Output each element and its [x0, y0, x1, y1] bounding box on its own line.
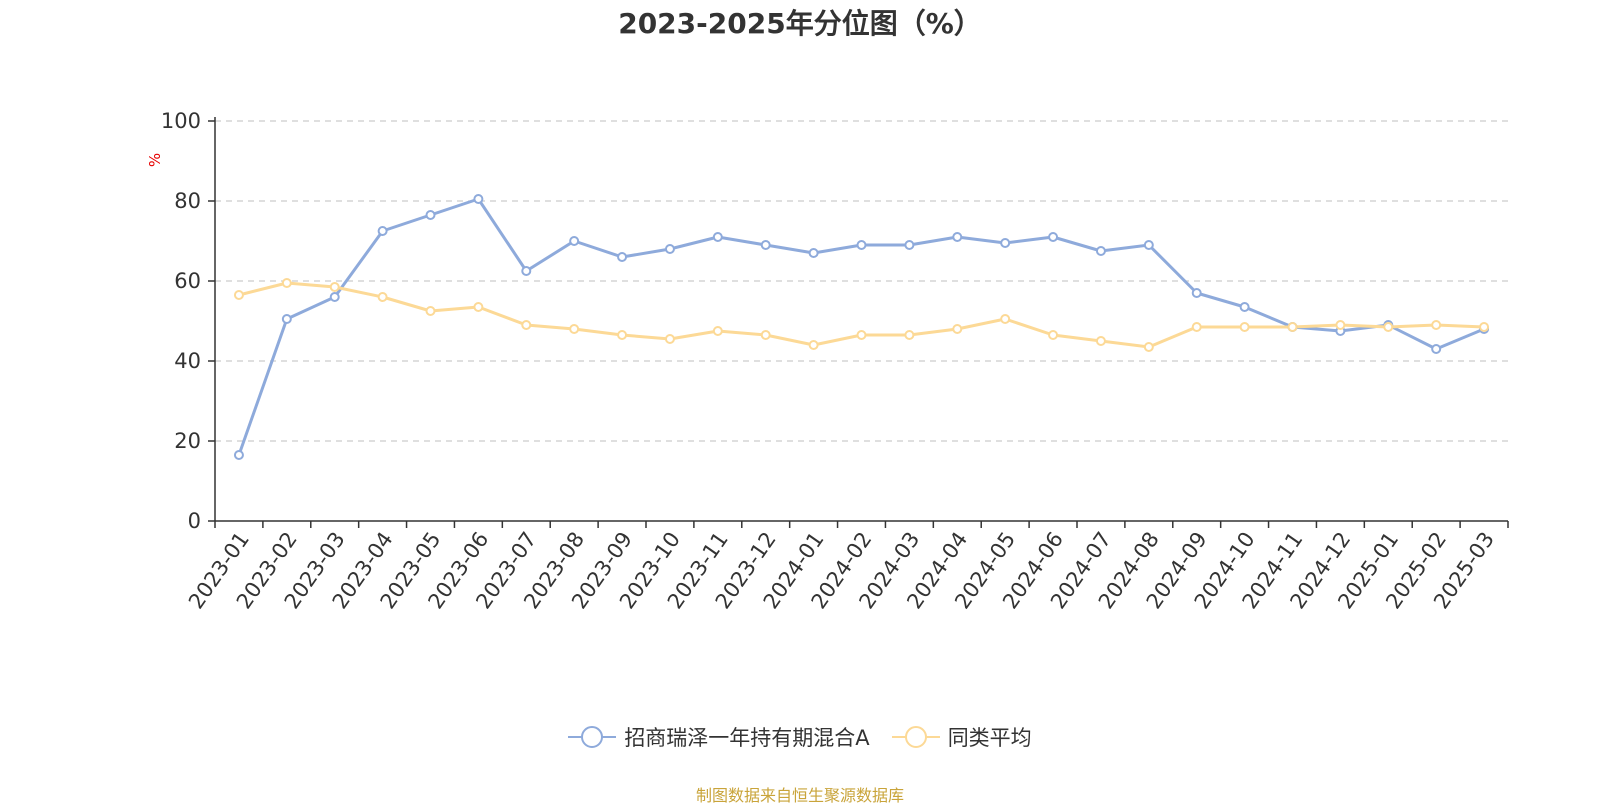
chart-title: 2023-2025年分位图（%）: [618, 7, 982, 40]
legend: 招商瑞泽一年持有期混合A 同类平均: [0, 722, 1600, 752]
y-tick-label: 0: [188, 509, 201, 533]
series-2-point[interactable]: [377, 292, 388, 302]
series-1-point[interactable]: [856, 240, 867, 250]
series-2-point[interactable]: [1383, 322, 1394, 332]
series-1-point[interactable]: [473, 194, 484, 204]
series-2-point[interactable]: [1143, 342, 1154, 352]
series-2-point[interactable]: [664, 334, 675, 344]
series-2-point[interactable]: [473, 302, 484, 312]
series-2-point[interactable]: [617, 330, 628, 340]
legend-label-series-2: 同类平均: [947, 726, 1032, 750]
series-2-point[interactable]: [1287, 322, 1298, 332]
series-2-point[interactable]: [569, 324, 580, 334]
y-tick-label: 80: [174, 189, 201, 213]
series-1-point[interactable]: [1143, 240, 1154, 250]
series-2-point[interactable]: [281, 278, 292, 288]
series-1-point[interactable]: [1000, 238, 1011, 248]
series-2-point[interactable]: [1095, 336, 1106, 346]
series-2-point[interactable]: [1239, 322, 1250, 332]
y-tick-label: 60: [174, 269, 201, 293]
series-1-point[interactable]: [521, 266, 532, 276]
series-2-point[interactable]: [521, 320, 532, 330]
series-1-point[interactable]: [1095, 246, 1106, 256]
series-1-point[interactable]: [952, 232, 963, 242]
series-2-point[interactable]: [808, 340, 819, 350]
series-2-point[interactable]: [856, 330, 867, 340]
series-1-point[interactable]: [617, 252, 628, 262]
series-1-point[interactable]: [281, 314, 292, 324]
series-1-point[interactable]: [712, 232, 723, 242]
series-2-point[interactable]: [1048, 330, 1059, 340]
series-1-point[interactable]: [904, 240, 915, 250]
series-2-point[interactable]: [1479, 322, 1490, 332]
source-note: 制图数据来自恒生聚源数据库: [695, 786, 904, 805]
series-1-point[interactable]: [760, 240, 771, 250]
series-1-point[interactable]: [329, 292, 340, 302]
series-2-point[interactable]: [329, 282, 340, 292]
legend-label-series-1: 招商瑞泽一年持有期混合A: [624, 726, 870, 750]
y-axis-label: %: [146, 153, 164, 167]
legend-marker-series-1: [568, 726, 617, 748]
series-1-point[interactable]: [1431, 344, 1442, 354]
series-2-point[interactable]: [1191, 322, 1202, 332]
series-2-point[interactable]: [233, 290, 244, 300]
series-2-point[interactable]: [1000, 314, 1011, 324]
legend-item-series-2[interactable]: 同类平均: [891, 722, 1032, 752]
series-1-point[interactable]: [1191, 288, 1202, 298]
series-2-point[interactable]: [904, 330, 915, 340]
series-1-point[interactable]: [1239, 302, 1250, 312]
series-1-point[interactable]: [233, 450, 244, 460]
series-2-point[interactable]: [1431, 320, 1442, 330]
series-1-point[interactable]: [664, 244, 675, 254]
series-2-point[interactable]: [760, 330, 771, 340]
series-1-point[interactable]: [808, 248, 819, 258]
series-1-point[interactable]: [377, 226, 388, 236]
series-2-point[interactable]: [952, 324, 963, 334]
series-1-point[interactable]: [1048, 232, 1059, 242]
y-tick-label: 20: [174, 429, 201, 453]
series-1-point[interactable]: [569, 236, 580, 246]
y-tick-label: 100: [161, 109, 201, 133]
series-2-point[interactable]: [425, 306, 436, 316]
series-2-point[interactable]: [712, 326, 723, 336]
series-1-point[interactable]: [425, 210, 436, 220]
grid-lines: [215, 120, 1508, 442]
series-lines: [233, 194, 1490, 460]
legend-item-series-1[interactable]: 招商瑞泽一年持有期混合A: [568, 722, 870, 752]
y-tick-label: 40: [174, 349, 201, 373]
legend-marker-series-2: [891, 726, 940, 748]
series-2-point[interactable]: [1335, 320, 1346, 330]
